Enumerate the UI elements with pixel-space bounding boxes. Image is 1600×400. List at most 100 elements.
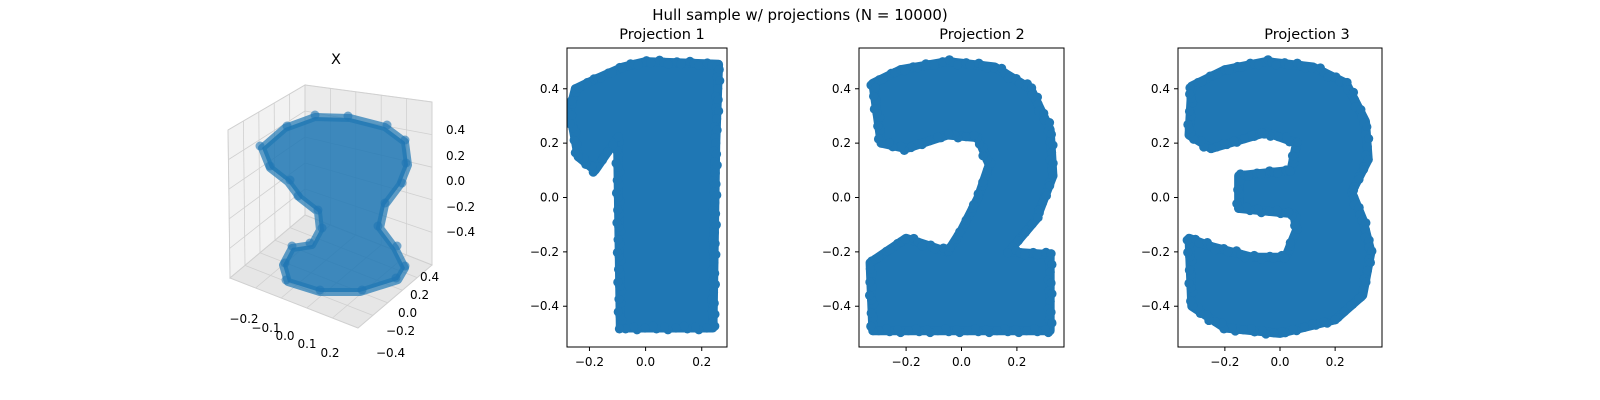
y-tick-label: 0.0 — [540, 191, 559, 205]
scatter-point — [1288, 324, 1298, 335]
scatter-point — [1029, 324, 1039, 334]
scatter-point — [1271, 60, 1281, 70]
subplot-projection-1: Projection 1 −0.2 0.0 0.2 −0.4 −0.2 0.0 0.2 0.4 — [530, 27, 728, 369]
x-tick-label: 0.0 — [275, 329, 294, 343]
scatter-point — [911, 324, 921, 334]
scatter-point — [1363, 154, 1373, 165]
scatter-point — [710, 238, 720, 249]
scatter-point — [708, 287, 719, 297]
scatter-point-3d — [357, 285, 367, 295]
scatter-point — [1283, 207, 1294, 217]
scatter-point-3d — [265, 161, 275, 171]
scatter-point — [613, 277, 623, 287]
scatter-point — [900, 234, 910, 244]
scatter-point-3d — [255, 141, 265, 151]
scatter-point — [878, 74, 888, 84]
scatter-point — [1227, 323, 1237, 333]
x-tick-label: −0.2 — [1210, 355, 1239, 369]
scatter-point — [978, 177, 988, 187]
scatter-point — [1047, 318, 1057, 328]
scatter-point — [1196, 136, 1206, 146]
scatter-point — [1014, 78, 1025, 89]
y-tick-label: 0.2 — [1151, 136, 1170, 150]
scatter-point — [1287, 151, 1298, 161]
scatter-point — [1284, 60, 1294, 70]
scatter-point — [1339, 307, 1349, 317]
x-tick-label: 0.0 — [636, 355, 655, 369]
scatter-cloud — [567, 57, 724, 333]
scatter-point — [969, 130, 979, 140]
scatter-point — [709, 298, 719, 308]
scatter-point — [951, 325, 962, 335]
scatter-cloud — [1184, 57, 1376, 338]
scatter-point — [711, 220, 721, 230]
x-tick-label: 0.2 — [1326, 355, 1345, 369]
scatter-point — [1240, 252, 1250, 263]
scatter-point — [1268, 253, 1279, 263]
scatter-point — [866, 321, 876, 331]
y-tick-label: 0.0 — [398, 306, 417, 320]
scatter-point — [953, 60, 963, 70]
scatter-point-3d — [397, 178, 407, 188]
scatter-point — [715, 76, 725, 86]
scatter-point — [608, 140, 618, 150]
scatter-point — [869, 104, 879, 114]
x-tick-label: 0.2 — [692, 355, 711, 369]
scatter-point — [1037, 198, 1048, 208]
scatter-point — [663, 59, 673, 69]
scatter-point — [1264, 206, 1274, 216]
scatter-point — [671, 323, 681, 333]
scatter-point — [955, 227, 965, 237]
scatter-point — [1010, 325, 1021, 335]
scatter-point — [1045, 296, 1055, 307]
scatter-point — [1281, 132, 1291, 142]
x-tick-label: −0.2 — [229, 312, 258, 326]
scatter-point — [1285, 166, 1295, 176]
scatter-point — [712, 114, 722, 124]
scatter-point — [1362, 142, 1372, 152]
z-tick-label: 0.4 — [446, 123, 465, 137]
scatter-point — [1362, 265, 1373, 276]
figure-title: Hull sample w/ projections (N = 10000) — [652, 6, 948, 24]
scatter-point — [1354, 202, 1364, 213]
scatter-point — [1047, 289, 1057, 299]
scatter-point — [1330, 315, 1340, 325]
grid-line — [227, 84, 306, 131]
scatter-point-3d — [400, 135, 410, 145]
y-tick-label: 0.4 — [1151, 82, 1170, 96]
scatter-point — [1046, 148, 1057, 158]
scatter-point — [710, 168, 720, 178]
x-tick-label: 0.2 — [320, 346, 339, 360]
scatter-point — [1021, 326, 1032, 336]
scatter-point — [1224, 65, 1234, 75]
scatter-point — [929, 60, 939, 71]
scatter-point — [1206, 143, 1216, 154]
y-tick-label: 0.2 — [832, 136, 851, 150]
scatter-point — [1219, 138, 1229, 149]
scatter-point — [693, 60, 704, 71]
scatter-point — [1299, 322, 1310, 332]
scatter-point — [710, 198, 720, 208]
scatter-point-3d — [293, 191, 303, 201]
y-tick-label: 0.0 — [1151, 191, 1170, 205]
scatter-point — [982, 63, 992, 73]
scatter-point — [1349, 95, 1360, 105]
scatter-point — [1290, 220, 1300, 231]
scatter-point — [1354, 293, 1364, 304]
scatter-point — [932, 132, 943, 142]
scatter-point — [1319, 317, 1329, 327]
scatter-point-3d — [285, 175, 295, 185]
x-tick-label: 0.2 — [1007, 355, 1026, 369]
scatter-point — [1045, 267, 1055, 277]
scatter-point — [1184, 106, 1195, 117]
scatter-point — [981, 325, 991, 335]
scatter-point — [633, 60, 643, 70]
z-tick-label: −0.2 — [446, 200, 475, 214]
scatter-point — [607, 67, 617, 78]
grid-line — [357, 264, 433, 329]
scatter-point — [962, 326, 973, 336]
scatter-point — [710, 279, 720, 290]
scatter-point — [1184, 265, 1194, 275]
scatter-point-3d — [282, 121, 292, 131]
scatter-point — [1013, 236, 1023, 246]
